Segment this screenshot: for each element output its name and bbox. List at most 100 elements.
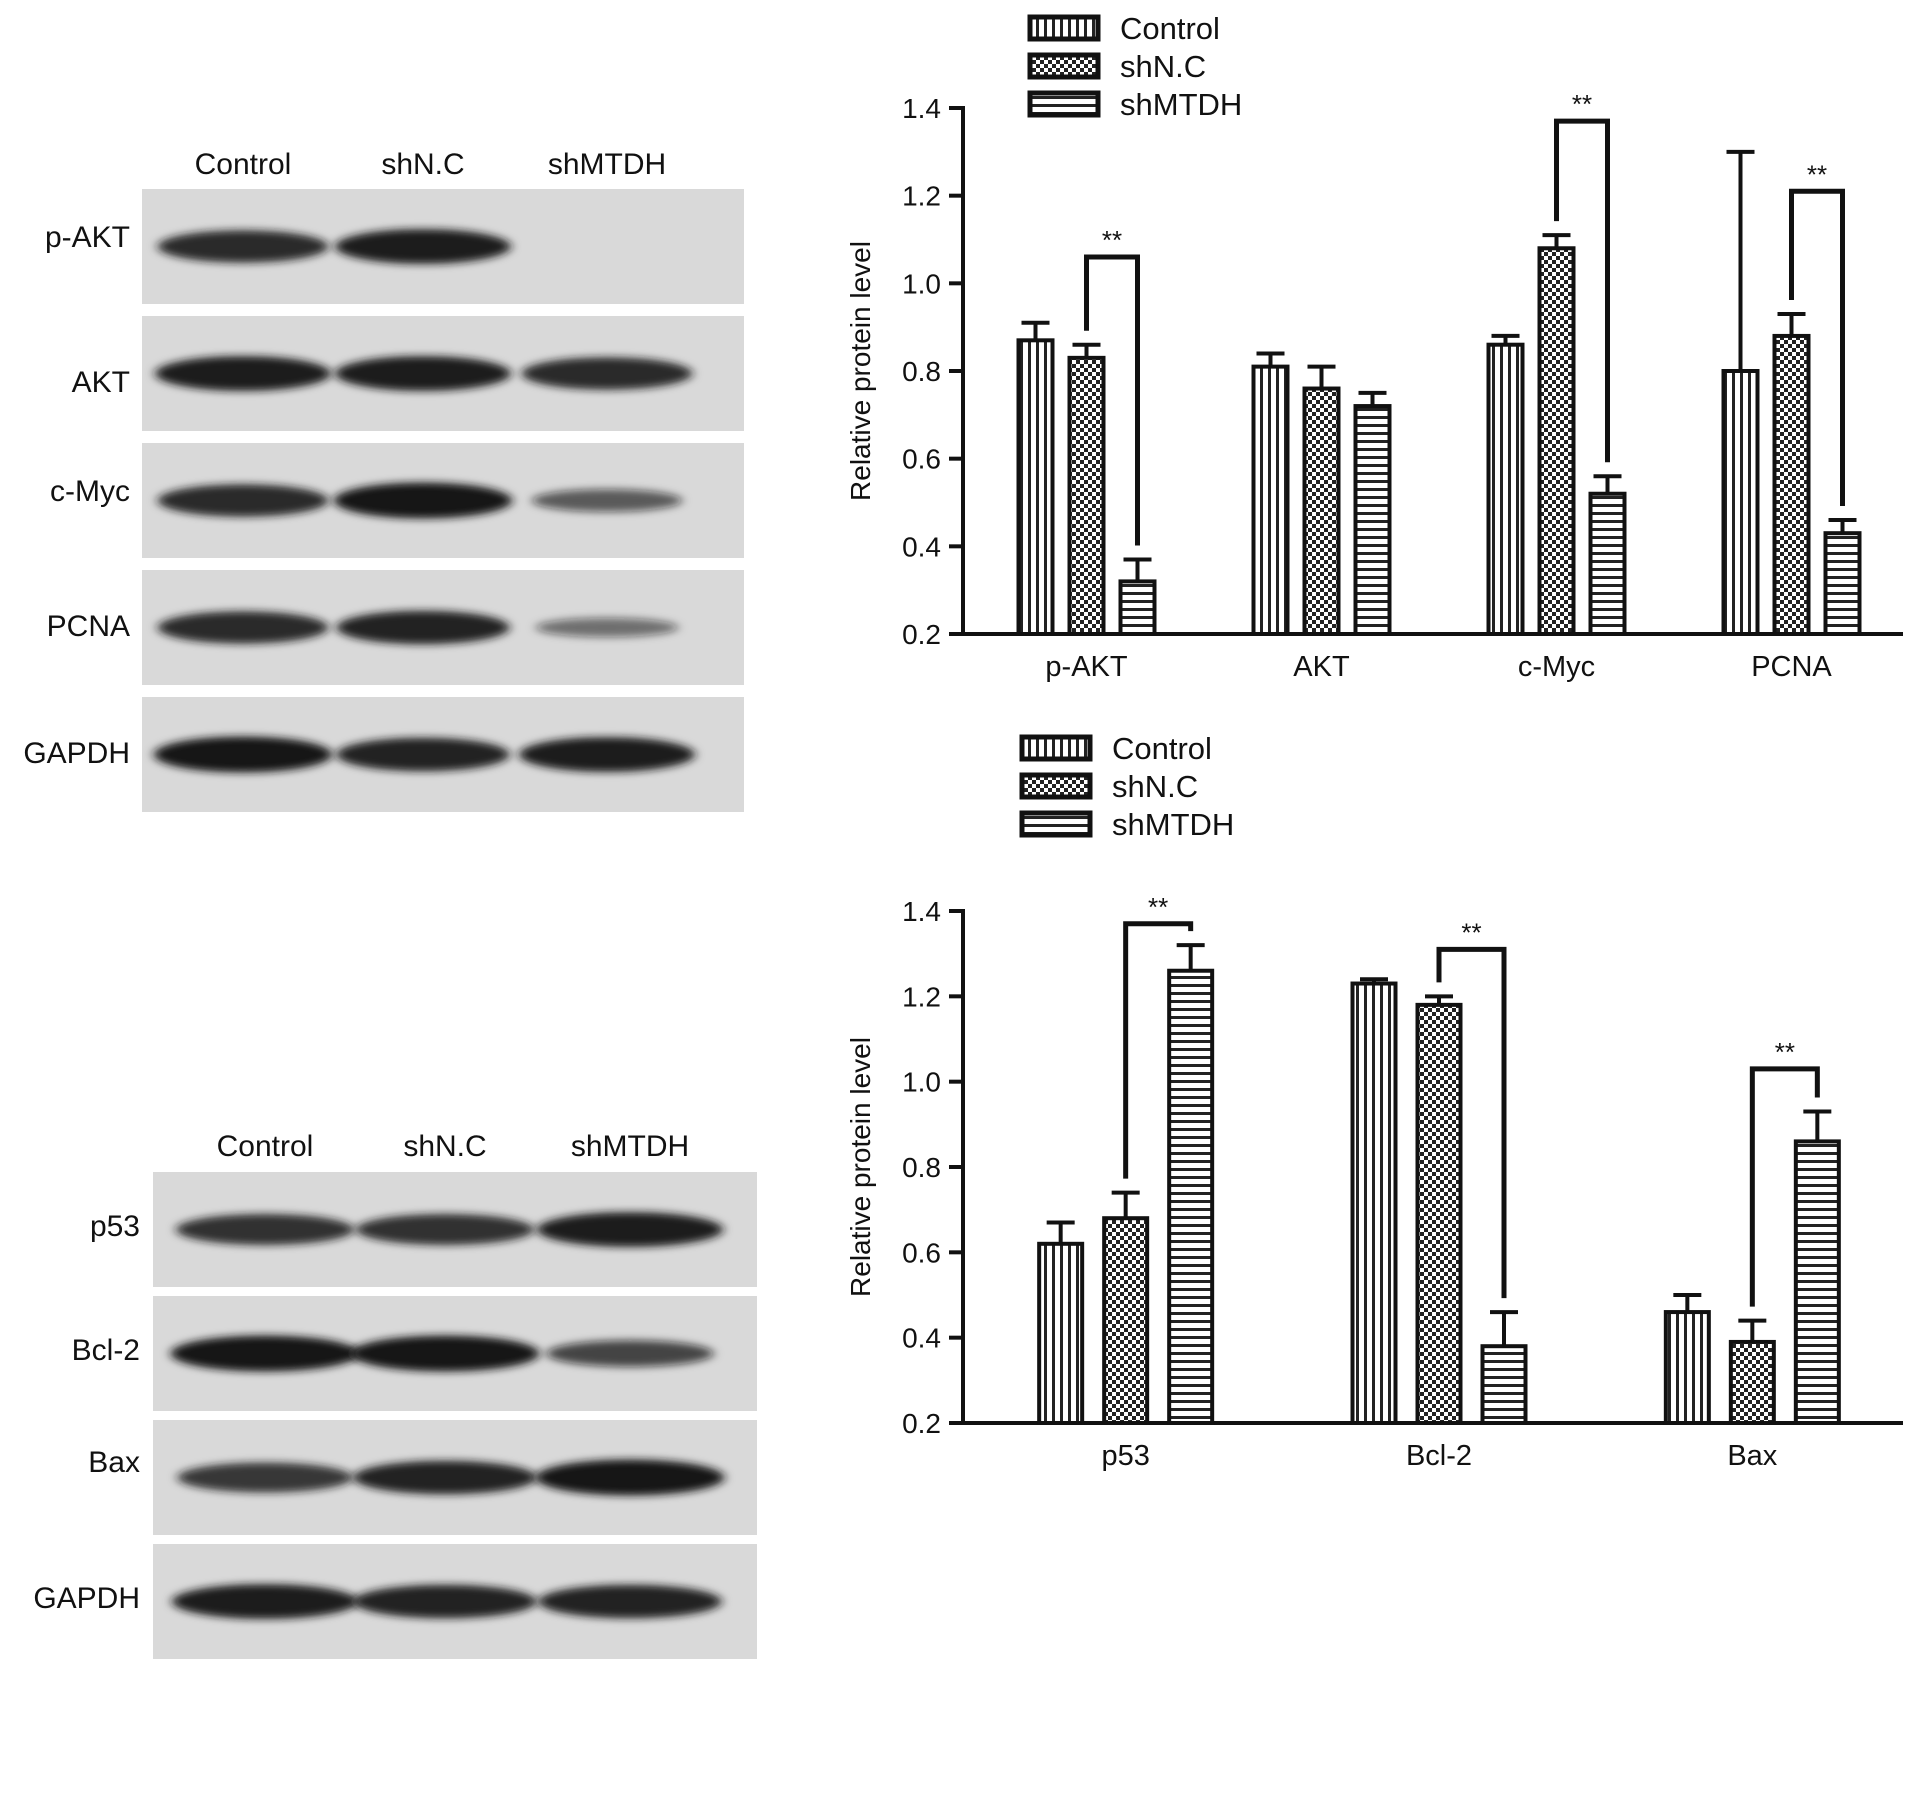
western-blot-bottom: Control shN.C shMTDH p53 Bcl-2 Bax GAPDH: [0, 1130, 760, 1690]
significance-label: **: [1148, 892, 1168, 922]
bar: [1167, 968, 1215, 1425]
bar: [1663, 1310, 1711, 1426]
bar: [1016, 338, 1055, 636]
significance-label: **: [1775, 1037, 1795, 1067]
protein-band: [157, 230, 329, 263]
legend-swatch: [1019, 734, 1093, 762]
bar: [1480, 1344, 1528, 1426]
legend-swatch: [1019, 810, 1093, 838]
protein-band: [355, 1213, 535, 1246]
significance-label: **: [1807, 159, 1827, 189]
error-bar: [1593, 474, 1622, 494]
legend-item: Control: [1027, 11, 1220, 46]
significance-bracket: [1749, 1066, 1820, 1307]
lane-header-shmtdh: shMTDH: [547, 148, 667, 181]
error-bar: [1256, 351, 1285, 367]
error-bar: [1490, 1310, 1518, 1347]
protein-band: [521, 357, 693, 390]
protein-band: [353, 1460, 537, 1495]
y-axis: 0.2 0.4 0.6 0.8 1.0 1.2 1.4: [902, 896, 965, 1439]
legend-item: shN.C: [1019, 769, 1198, 804]
legend-item: shMTDH: [1019, 807, 1234, 842]
bar: [1102, 1216, 1150, 1426]
legend-swatch: [1027, 14, 1101, 42]
significance-bracket: [1123, 921, 1194, 1179]
protein-band: [531, 489, 683, 512]
error-bar: [1803, 1109, 1832, 1142]
blot-row-label: Bcl-2: [71, 1333, 140, 1367]
x-category-label: Bcl-2: [1406, 1440, 1472, 1472]
blot-strip: [153, 1172, 757, 1287]
error-bar: [1738, 1318, 1767, 1342]
protein-band: [333, 482, 513, 519]
bar: [1251, 364, 1290, 636]
blot-strip: [142, 443, 744, 558]
bar-chart-top: 0.2 0.4 0.6 0.8 1.0 1.2 1.4 Relative protein le…: [820, 0, 1913, 840]
bar: [1588, 491, 1627, 636]
legend-item: shN.C: [1027, 49, 1206, 84]
blot-strip: [153, 1420, 757, 1535]
blot-row-label: GAPDH: [33, 1581, 140, 1615]
error-bar: [1072, 342, 1101, 358]
significance-bracket: [1084, 254, 1140, 546]
x-category-label: p-AKT: [1045, 651, 1127, 683]
blot-strip: [142, 316, 744, 431]
bar: [1721, 369, 1760, 636]
error-bar: [1176, 943, 1205, 971]
bar: [1793, 1139, 1841, 1425]
legend-label: shN.C: [1112, 769, 1198, 804]
y-tick-label: 0.6: [902, 444, 941, 475]
blot-strip: [153, 1296, 757, 1411]
x-category-label: c-Myc: [1518, 651, 1595, 683]
bar: [1302, 386, 1341, 636]
y-tick-label: 1.2: [902, 181, 941, 212]
protein-band: [335, 229, 511, 264]
x-category-label: AKT: [1293, 651, 1350, 683]
protein-band: [535, 617, 679, 638]
protein-band: [538, 1584, 722, 1619]
significance-label: **: [1572, 89, 1592, 119]
significance-label: **: [1102, 225, 1122, 255]
legend-label: Control: [1112, 731, 1212, 766]
bar: [1823, 531, 1862, 637]
y-tick-label: 1.4: [902, 896, 941, 927]
legend-swatch: [1027, 52, 1101, 80]
error-bar: [1828, 518, 1857, 534]
protein-band: [336, 737, 510, 772]
error-bar: [1123, 557, 1152, 582]
bar: [1067, 355, 1106, 636]
y-tick-label: 0.2: [902, 619, 941, 650]
bar: [1350, 981, 1398, 1426]
legend-label: Control: [1120, 11, 1220, 46]
y-tick-label: 0.8: [902, 1152, 941, 1183]
blot-row-label: Bax: [88, 1445, 140, 1479]
significance-label: **: [1461, 917, 1481, 947]
error-bar: [1360, 977, 1388, 984]
bar-chart-bottom-svg: 0.2 0.4 0.6 0.8 1.0 1.2 1.4 Relative protein le…: [845, 731, 1903, 1472]
protein-band: [153, 736, 333, 773]
bar: [1118, 579, 1157, 637]
y-tick-label: 0.4: [902, 531, 941, 562]
lane-header-shnc: shN.C: [381, 148, 465, 181]
y-tick-label: 1.0: [902, 268, 941, 299]
protein-band: [155, 356, 331, 391]
error-bar: [1542, 233, 1571, 249]
lane-header-control: Control: [194, 148, 292, 181]
error-bar: [1425, 994, 1453, 1005]
bar: [1415, 1002, 1463, 1425]
error-bar: [1307, 364, 1336, 389]
lane-header-control: Control: [216, 1130, 314, 1163]
bar: [1772, 333, 1811, 636]
protein-band: [536, 1212, 724, 1247]
error-bar: [1726, 149, 1755, 371]
blot-strip: [142, 189, 744, 304]
lane-header-shnc: shN.C: [403, 1130, 487, 1163]
y-tick-label: 1.4: [902, 93, 941, 124]
y-tick-label: 0.4: [902, 1323, 941, 1354]
protein-band: [519, 737, 695, 772]
protein-band: [353, 1584, 537, 1619]
protein-band: [170, 1335, 360, 1372]
protein-band: [157, 611, 329, 644]
blot-row-label: PCNA: [46, 609, 130, 643]
protein-band: [157, 484, 329, 517]
